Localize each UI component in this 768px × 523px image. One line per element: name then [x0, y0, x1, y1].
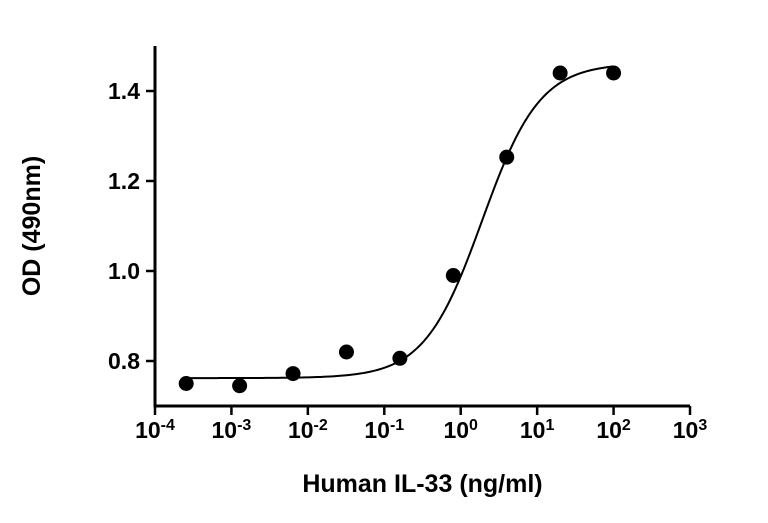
data-point [499, 149, 515, 165]
data-point [392, 350, 408, 366]
y-tick-label: 1.0 [108, 258, 140, 284]
x-tick-label: 10-4 [135, 417, 175, 443]
x-tick-label: 10-1 [364, 417, 404, 443]
axes [153, 46, 690, 408]
x-tick-label: 10-2 [288, 417, 328, 443]
data-point [552, 65, 568, 81]
x-tick-label: 101 [520, 417, 555, 443]
data-point [178, 376, 194, 391]
data-point [232, 378, 248, 394]
y-tick-label: 1.4 [108, 78, 140, 104]
x-tick-label: 103 [673, 417, 708, 443]
x-axis-title: Human IL-33 (ng/ml) [302, 470, 542, 498]
x-tick-label: 10-3 [212, 417, 252, 443]
x-tick-label: 102 [596, 417, 631, 443]
y-axis-title: OD (490nm) [18, 156, 46, 296]
data-point [445, 268, 461, 283]
y-tick-label: 0.8 [108, 348, 140, 374]
data-point [285, 366, 301, 382]
fit-curve [186, 65, 614, 380]
data-point [606, 65, 622, 81]
y-tick-label: 1.2 [108, 168, 140, 194]
data-point [338, 344, 354, 360]
x-tick-label: 100 [443, 417, 478, 443]
